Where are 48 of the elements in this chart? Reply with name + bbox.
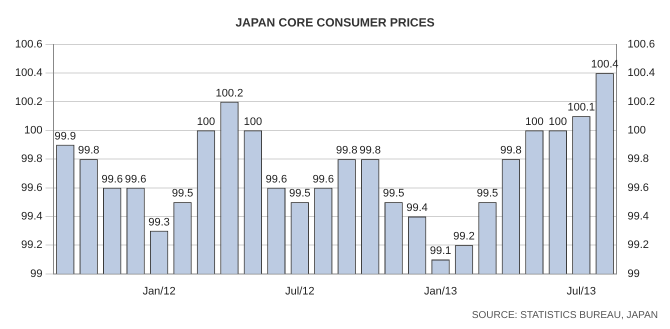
data-label: 99.6 (124, 173, 146, 186)
y-tick-label: 99.6 (21, 182, 43, 194)
data-label: 99.8 (78, 144, 100, 157)
data-label: 100.1 (568, 102, 596, 114)
y2-tick-label: 99.8 (627, 153, 649, 166)
y2-tick-label: 100.6 (627, 38, 656, 50)
x-tick-label: Jan/12 (142, 285, 176, 298)
data-label: 99.5 (476, 188, 498, 200)
data-label: 99.6 (266, 173, 288, 186)
chart-title: JAPAN CORE CONSUMER PRICES (235, 16, 435, 30)
y2-tick-label: 100 (627, 124, 646, 136)
data-label: 99.1 (430, 244, 452, 257)
data-label: 99.6 (101, 173, 123, 186)
y2-tick-label: 99 (627, 268, 640, 280)
y-tick-label: 99.8 (21, 153, 43, 166)
y-tick-label: 100 (24, 124, 43, 136)
y-tick-label: 99.2 (21, 239, 43, 252)
x-tick-label: Jul/12 (285, 285, 314, 298)
data-label: 99.3 (148, 216, 170, 228)
data-label: 99.5 (289, 188, 311, 200)
y-tick-label: 100.4 (14, 67, 43, 80)
y2-tick-label: 100.2 (627, 96, 656, 108)
y2-tick-label: 99.6 (627, 182, 649, 194)
x-tick-label: Jul/13 (566, 285, 596, 298)
data-label: 100.4 (590, 58, 619, 71)
data-label: 99.8 (500, 144, 522, 157)
data-label: 100 (196, 116, 216, 128)
x-tick-label: Jan/13 (424, 285, 458, 298)
data-label: 100.2 (216, 87, 244, 100)
y-tick-label: 99.4 (21, 210, 43, 222)
data-label: 100 (525, 116, 544, 128)
y-tick-label: 99 (30, 268, 43, 280)
data-label: 99.2 (453, 230, 475, 243)
data-label: 99.5 (172, 188, 194, 200)
y2-tick-label: 99.2 (627, 239, 649, 252)
y-tick-label: 100.6 (14, 38, 43, 50)
data-label: 100 (244, 116, 262, 128)
data-label: 99.8 (336, 144, 358, 157)
data-label: 99.6 (312, 173, 334, 186)
y2-tick-label: 100.4 (627, 67, 656, 80)
y-tick-label: 100.2 (14, 96, 43, 108)
data-label: 100 (548, 116, 568, 128)
source-note: SOURCE: STATISTICS BUREAU, JAPAN (472, 310, 658, 321)
data-label: 99.5 (382, 188, 404, 200)
data-label: 99.8 (359, 144, 381, 157)
y2-tick-label: 99.4 (627, 210, 649, 222)
data-label: 99.4 (406, 202, 428, 214)
data-label: 99.9 (54, 130, 76, 142)
